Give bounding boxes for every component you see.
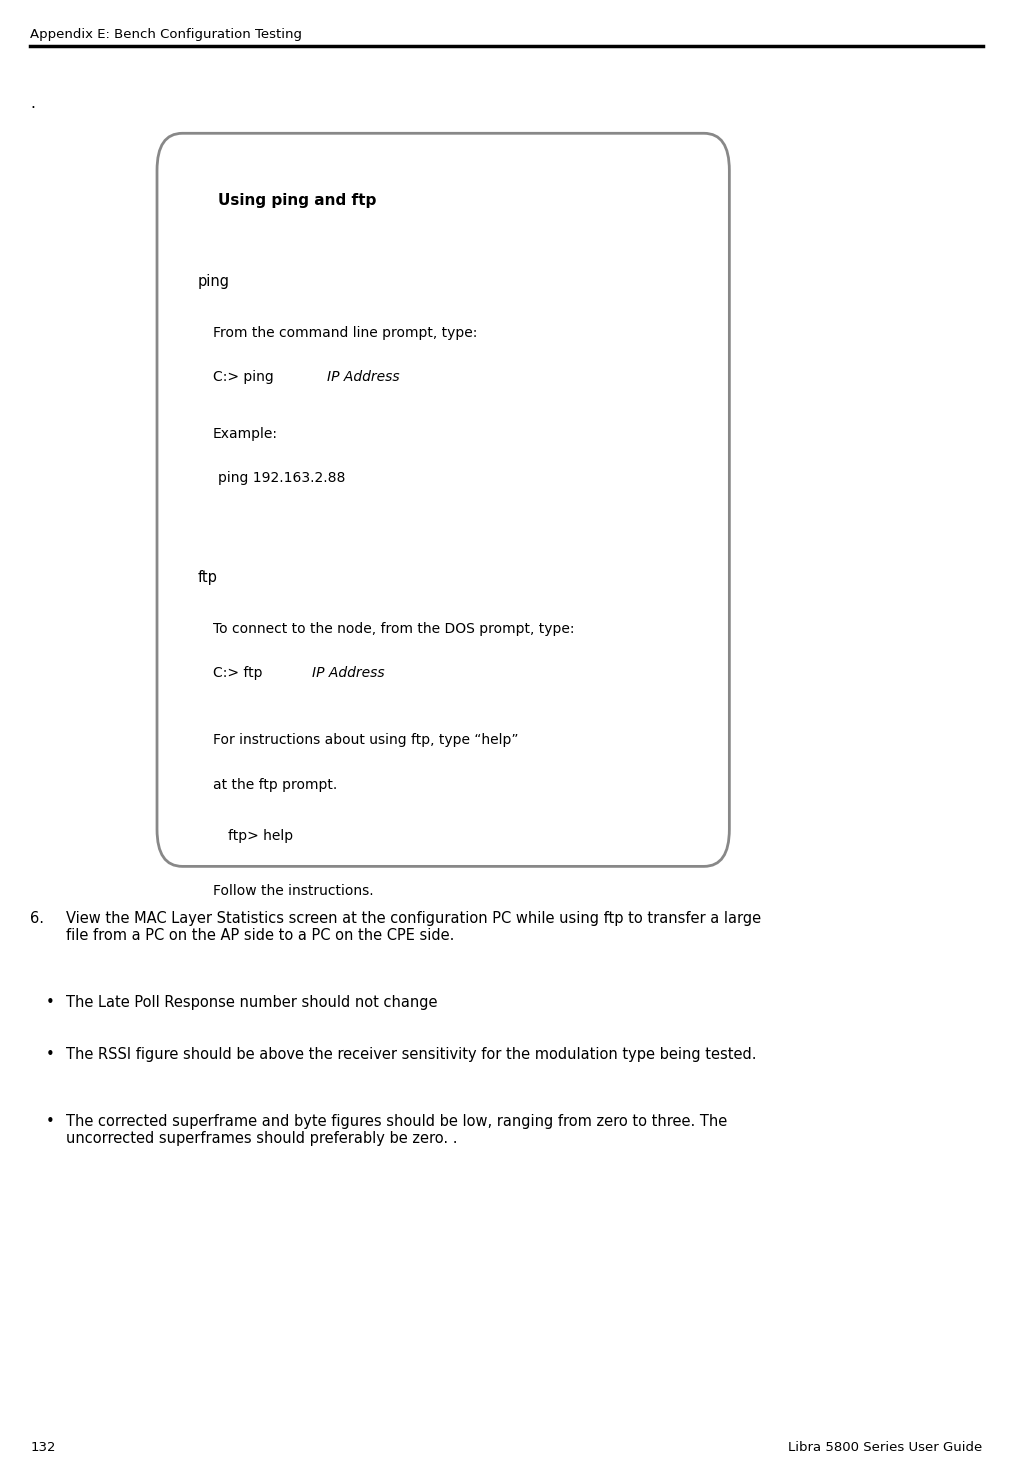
Text: From the command line prompt, type:: From the command line prompt, type: <box>213 326 477 339</box>
Text: 132: 132 <box>30 1441 56 1454</box>
Text: View the MAC Layer Statistics screen at the configuration PC while using ftp to : View the MAC Layer Statistics screen at … <box>66 911 761 943</box>
Text: C:> ftp: C:> ftp <box>213 666 266 680</box>
Text: Appendix E: Bench Configuration Testing: Appendix E: Bench Configuration Testing <box>30 28 303 41</box>
Text: •: • <box>46 995 55 1010</box>
Text: ftp> help: ftp> help <box>228 829 293 843</box>
Text: Using ping and ftp: Using ping and ftp <box>218 193 376 207</box>
Text: .: . <box>30 96 35 111</box>
Text: •: • <box>46 1114 55 1129</box>
Text: The RSSI figure should be above the receiver sensitivity for the modulation type: The RSSI figure should be above the rece… <box>66 1047 757 1062</box>
Text: 6.: 6. <box>30 911 45 926</box>
Text: Example:: Example: <box>213 427 278 440</box>
Text: IP Address: IP Address <box>312 666 385 680</box>
Text: IP Address: IP Address <box>327 370 400 384</box>
Text: at the ftp prompt.: at the ftp prompt. <box>213 778 337 791</box>
Text: ping 192.163.2.88: ping 192.163.2.88 <box>218 471 345 484</box>
Text: •: • <box>46 1047 55 1062</box>
FancyBboxPatch shape <box>157 133 729 866</box>
Text: For instructions about using ftp, type “help”: For instructions about using ftp, type “… <box>213 733 519 746</box>
Text: C:> ping: C:> ping <box>213 370 278 384</box>
Text: The Late Poll Response number should not change: The Late Poll Response number should not… <box>66 995 438 1010</box>
Text: ftp: ftp <box>198 570 218 585</box>
Text: Follow the instructions.: Follow the instructions. <box>213 884 374 897</box>
Text: To connect to the node, from the DOS prompt, type:: To connect to the node, from the DOS pro… <box>213 622 574 635</box>
Text: Libra 5800 Series User Guide: Libra 5800 Series User Guide <box>788 1441 983 1454</box>
Text: The corrected superframe and byte figures should be low, ranging from zero to th: The corrected superframe and byte figure… <box>66 1114 727 1146</box>
Text: ping: ping <box>198 274 230 289</box>
